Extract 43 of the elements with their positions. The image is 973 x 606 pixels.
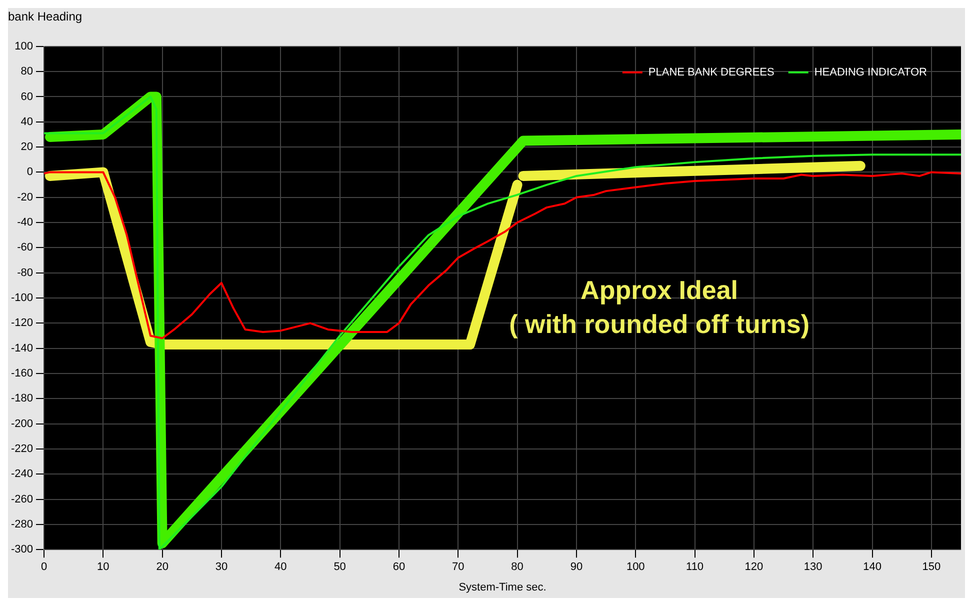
y-tick-label: -240 [10,468,34,480]
x-tick-label: 50 [334,561,346,574]
x-tick-label: 20 [156,561,168,574]
x-tick-label: 90 [570,561,583,574]
y-tick-label: 60 [20,90,34,103]
x-tick-label: 150 [922,561,941,574]
chart-title: bank Heading [8,10,82,24]
y-tick-label: -280 [10,518,34,530]
legend-label: HEADING INDICATOR [814,66,928,78]
y-tick-label: -300 [10,544,34,556]
y-tick-label: -220 [10,442,34,455]
x-tick-label: 10 [97,561,110,574]
annotation: Approx Ideal [580,274,738,305]
x-tick-label: 110 [686,561,704,574]
y-tick-label: -160 [10,368,34,380]
x-tick-label: 100 [626,561,645,574]
x-tick-label: 140 [863,561,882,574]
annotation: ( with rounded off turns) [509,308,810,339]
x-tick-label: 70 [452,561,464,574]
y-tick-label: -140 [10,342,34,354]
x-tick-label: 120 [744,561,764,574]
y-tick-label: -200 [10,418,34,430]
y-tick-label: -100 [10,292,34,304]
x-tick-label: 40 [274,561,287,574]
x-tick-label: 0 [40,561,48,574]
y-tick-label: -80 [17,266,34,279]
x-tick-label: 60 [392,561,406,574]
y-tick-label: -260 [10,493,34,506]
y-tick-label: -180 [10,392,34,405]
y-tick-label: -40 [17,216,34,229]
y-tick-label: 0 [26,166,34,178]
y-tick-label: 100 [14,40,34,52]
y-tick-label: -20 [17,191,34,204]
x-tick-label: 80 [511,561,524,574]
y-tick-label: 20 [20,141,34,154]
y-tick-label: 40 [20,116,34,128]
legend-label: PLANE BANK DEGREES [648,66,774,78]
y-tick-label: -120 [10,317,34,330]
y-tick-label: 80 [20,66,34,78]
y-tick-label: -60 [17,242,34,254]
x-tick-label: 130 [804,561,822,574]
x-tick-label: 30 [215,561,228,574]
x-axis-title: System-Time sec. [458,581,546,594]
